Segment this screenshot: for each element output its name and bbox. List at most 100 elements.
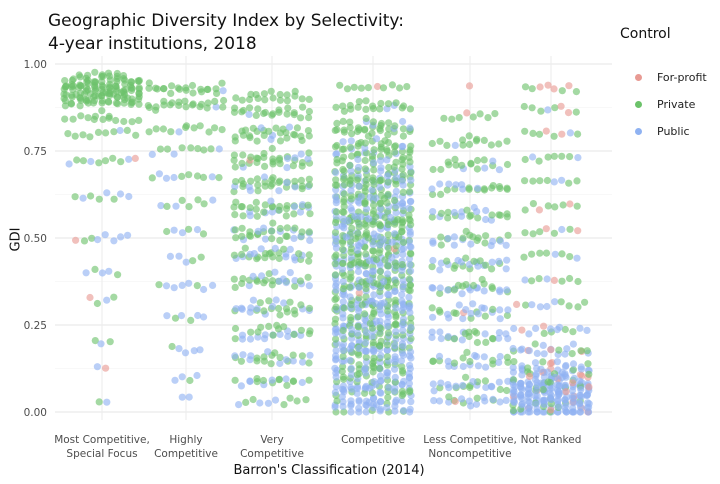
data-point <box>261 331 269 339</box>
data-point <box>170 173 178 182</box>
y-tick-label: 0.75 <box>24 146 47 158</box>
data-point <box>482 261 490 269</box>
data-point <box>256 299 264 307</box>
data-point <box>276 330 284 338</box>
data-point <box>525 398 534 406</box>
data-point <box>333 119 341 127</box>
data-point <box>436 137 444 145</box>
data-point <box>259 376 268 385</box>
data-point <box>369 241 377 249</box>
data-point <box>406 281 414 289</box>
data-point <box>376 105 384 113</box>
data-point <box>561 381 569 389</box>
data-point <box>474 362 482 370</box>
data-point <box>283 164 291 172</box>
data-point <box>496 237 505 245</box>
y-tick-label: 0.25 <box>24 320 47 332</box>
data-point <box>451 155 459 163</box>
data-point <box>376 342 384 350</box>
data-point <box>355 98 363 106</box>
data-point <box>152 84 160 92</box>
data-point <box>568 350 576 358</box>
data-point <box>241 244 249 252</box>
data-point <box>482 338 490 346</box>
data-point <box>332 196 340 204</box>
data-point <box>172 202 180 210</box>
data-point <box>200 285 208 294</box>
data-point <box>289 357 297 365</box>
data-point <box>346 101 354 110</box>
data-point <box>252 198 260 206</box>
data-point <box>559 201 567 209</box>
data-point <box>480 186 489 194</box>
data-point <box>399 125 407 133</box>
x-tick-label: Competitive <box>154 448 218 460</box>
data-point <box>565 179 573 187</box>
data-point <box>354 103 362 111</box>
data-point <box>286 245 294 253</box>
data-point <box>135 116 143 124</box>
data-point <box>249 124 257 132</box>
data-point <box>361 322 369 330</box>
data-point <box>168 99 176 107</box>
data-point <box>347 254 355 262</box>
data-point <box>518 326 526 334</box>
data-point <box>77 82 85 90</box>
data-point <box>528 277 536 285</box>
data-point <box>109 154 117 162</box>
data-point <box>239 106 247 115</box>
data-point <box>190 347 198 355</box>
data-point <box>398 156 406 164</box>
data-point <box>444 381 452 389</box>
data-point <box>566 253 574 261</box>
data-point <box>132 131 140 139</box>
data-point <box>574 303 582 311</box>
data-point <box>104 97 112 106</box>
data-point <box>540 329 548 337</box>
data-point <box>388 254 396 262</box>
data-point <box>369 118 377 126</box>
data-point <box>406 105 414 113</box>
data-point <box>503 137 511 145</box>
data-point <box>435 306 443 314</box>
data-point <box>361 310 369 318</box>
data-point <box>525 372 534 380</box>
data-point <box>283 232 291 240</box>
data-point <box>332 294 340 302</box>
data-point <box>135 93 143 101</box>
data-point <box>127 78 135 86</box>
data-point <box>406 243 414 251</box>
data-point <box>452 181 460 189</box>
data-point <box>459 354 467 362</box>
data-point <box>260 208 268 216</box>
data-point <box>185 203 193 211</box>
data-point <box>340 304 348 312</box>
data-point <box>347 167 355 175</box>
data-point <box>405 379 413 388</box>
data-point <box>377 389 385 397</box>
data-point <box>372 194 380 202</box>
data-point <box>332 352 340 360</box>
data-point <box>463 206 471 214</box>
data-point <box>340 128 348 136</box>
data-point <box>61 115 69 123</box>
data-point <box>253 354 261 362</box>
data-point <box>283 110 291 118</box>
data-point <box>239 275 247 283</box>
data-point <box>245 110 253 118</box>
data-point <box>372 401 381 409</box>
data-point <box>276 96 284 104</box>
data-point <box>289 162 297 170</box>
data-point <box>253 137 261 145</box>
data-point <box>340 202 348 210</box>
data-point <box>372 300 380 308</box>
data-point <box>200 313 208 321</box>
data-point <box>406 387 414 395</box>
data-point <box>397 357 406 365</box>
data-point <box>555 403 563 411</box>
data-point <box>162 174 171 182</box>
data-point <box>452 161 460 169</box>
data-point <box>372 380 380 388</box>
data-point <box>339 402 347 411</box>
legend-swatch-public <box>635 128 642 135</box>
